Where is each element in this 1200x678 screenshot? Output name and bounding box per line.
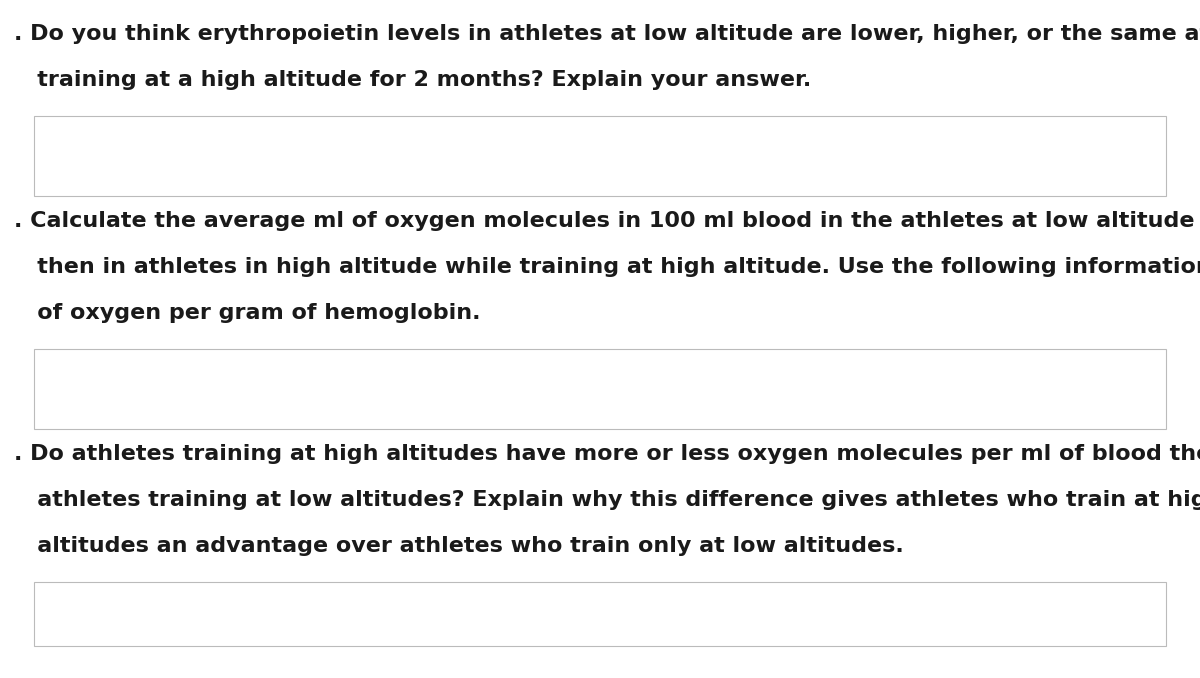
Text: athletes training at low altitudes? Explain why this difference gives athletes w: athletes training at low altitudes? Expl… — [14, 490, 1200, 510]
FancyBboxPatch shape — [34, 349, 1166, 429]
Text: then in athletes in high altitude while training at high altitude. Use the follo: then in athletes in high altitude while … — [14, 257, 1200, 277]
Text: training at a high altitude for 2 months? Explain your answer.: training at a high altitude for 2 months… — [14, 70, 811, 89]
FancyBboxPatch shape — [34, 116, 1166, 196]
FancyBboxPatch shape — [34, 582, 1166, 646]
Text: altitudes an advantage over athletes who train only at low altitudes.: altitudes an advantage over athletes who… — [14, 536, 904, 556]
Text: of oxygen per gram of hemoglobin.: of oxygen per gram of hemoglobin. — [14, 303, 481, 323]
Text: . Do athletes training at high altitudes have more or less oxygen molecules per : . Do athletes training at high altitudes… — [14, 444, 1200, 464]
Text: . Calculate the average ml of oxygen molecules in 100 ml blood in the athletes a: . Calculate the average ml of oxygen mol… — [14, 211, 1200, 231]
Text: . Do you think erythropoietin levels in athletes at low altitude are lower, high: . Do you think erythropoietin levels in … — [14, 24, 1200, 43]
